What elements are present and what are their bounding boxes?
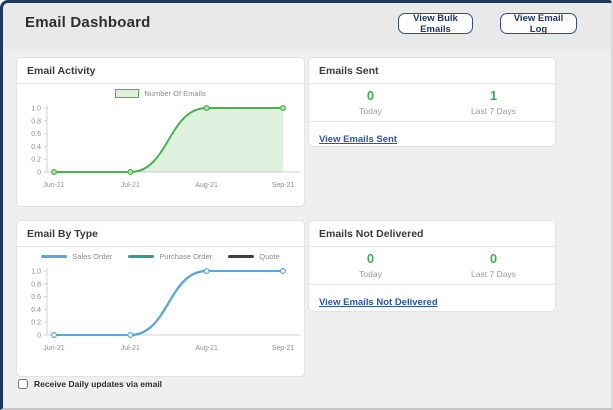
emails-sent-link-row: View Emails Sent xyxy=(309,121,555,146)
svg-text:0: 0 xyxy=(37,170,41,177)
legend-swatch xyxy=(228,255,255,258)
email-by-type-chart: Sales Order Purchase Order Quote 1.0 0.8 0.6… xyxy=(17,247,304,357)
email-by-type-panel: Email By Type Sales Order Purchase Order Q… xyxy=(16,220,305,377)
emails-sent-stats: 0 Today 1 Last 7 Days xyxy=(309,84,555,121)
svg-text:Sep-21: Sep-21 xyxy=(272,345,295,352)
stat-today: 0 Today xyxy=(309,88,432,116)
email-activity-title: Email Activity xyxy=(17,58,304,84)
emails-not-delivered-stats: 0 Today 0 Last 7 Days xyxy=(309,247,555,284)
emails-not-delivered-link-row: View Emails Not Delivered xyxy=(309,284,555,311)
legend-label: Quote xyxy=(259,252,280,261)
stat-today: 0 Today xyxy=(309,251,432,279)
stat-value: 1 xyxy=(489,88,498,104)
svg-text:Sep-21: Sep-21 xyxy=(272,182,295,189)
svg-text:0.6: 0.6 xyxy=(31,131,41,138)
svg-text:0.2: 0.2 xyxy=(31,157,41,164)
email-by-type-title: Email By Type xyxy=(17,221,304,247)
legend-label: Sales Order xyxy=(72,252,113,261)
legend-label: Purchase Order xyxy=(159,252,213,261)
stat-label: Today xyxy=(359,105,382,116)
email-activity-chart: Number Of Emails 1.0 0.8 0.6 0.4 0.2 0 Jun-21 J… xyxy=(17,84,304,194)
legend-swatch xyxy=(41,255,68,258)
legend-swatch xyxy=(128,255,155,258)
svg-text:0: 0 xyxy=(37,333,41,340)
legend-swatch xyxy=(115,89,140,98)
svg-text:0.8: 0.8 xyxy=(31,281,41,288)
legend-item-purchase-order[interactable]: Purchase Order xyxy=(128,252,212,261)
chart-plot: 1.0 0.8 0.6 0.4 0.2 0 Jun-21 Jul-21 Aug-21 Sep-21 xyxy=(17,263,304,357)
stat-label: Today xyxy=(359,268,382,279)
svg-text:Jun-21: Jun-21 xyxy=(43,182,65,189)
svg-text:Jul-21: Jul-21 xyxy=(121,345,140,352)
stat-label: Last 7 Days xyxy=(471,105,516,116)
stat-label: Last 7 Days xyxy=(471,268,516,279)
svg-text:Jul-21: Jul-21 xyxy=(121,182,140,189)
svg-text:1.0: 1.0 xyxy=(31,269,41,276)
daily-updates-checkbox[interactable] xyxy=(18,379,28,389)
daily-updates-label[interactable]: Receive Daily updates via email xyxy=(34,379,163,389)
svg-text:0.4: 0.4 xyxy=(31,307,41,314)
stat-last-7-days: 1 Last 7 Days xyxy=(432,88,555,116)
svg-text:0.6: 0.6 xyxy=(31,294,41,301)
view-email-log-button[interactable]: View Email Log xyxy=(500,13,577,35)
chart-legend: Number Of Emails xyxy=(17,84,304,100)
legend-item-sales-order[interactable]: Sales Order xyxy=(41,252,112,261)
svg-text:Aug-21: Aug-21 xyxy=(195,345,218,352)
view-emails-sent-link[interactable]: View Emails Sent xyxy=(319,134,397,145)
legend-label: Number Of Emails xyxy=(144,89,206,98)
emails-sent-panel: Emails Sent 0 Today 1 Last 7 Days View E… xyxy=(308,57,556,147)
page-header: Email Dashboard View Bulk Emails View Em… xyxy=(3,3,611,49)
stat-value: 0 xyxy=(366,251,375,267)
svg-text:0.4: 0.4 xyxy=(31,144,41,151)
daily-updates-row: Receive Daily updates via email xyxy=(18,379,162,389)
emails-sent-title: Emails Sent xyxy=(309,58,555,84)
svg-text:Aug-21: Aug-21 xyxy=(195,182,218,189)
view-bulk-emails-button[interactable]: View Bulk Emails xyxy=(398,13,473,35)
chart-legend: Sales Order Purchase Order Quote xyxy=(17,247,304,263)
svg-text:0.2: 0.2 xyxy=(31,320,41,327)
emails-not-delivered-panel: Emails Not Delivered 0 Today 0 Last 7 Da… xyxy=(308,220,556,312)
svg-text:0.8: 0.8 xyxy=(31,118,41,125)
page-title: Email Dashboard xyxy=(25,14,151,31)
view-emails-not-delivered-link[interactable]: View Emails Not Delivered xyxy=(319,297,438,308)
emails-not-delivered-title: Emails Not Delivered xyxy=(309,221,555,247)
svg-text:Jun-21: Jun-21 xyxy=(43,345,65,352)
stat-last-7-days: 0 Last 7 Days xyxy=(432,251,555,279)
legend-item-quote[interactable]: Quote xyxy=(228,252,280,261)
stat-value: 0 xyxy=(366,88,375,104)
email-activity-panel: Email Activity Number Of Emails 1.0 0.8 0.… xyxy=(16,57,305,207)
legend-item-number-of-emails[interactable]: Number Of Emails xyxy=(115,89,206,98)
chart-plot: 1.0 0.8 0.6 0.4 0.2 0 Jun-21 Jul-21 Aug-21 Sep-21 xyxy=(17,100,304,194)
svg-text:1.0: 1.0 xyxy=(31,106,41,113)
stat-value: 0 xyxy=(489,251,498,267)
